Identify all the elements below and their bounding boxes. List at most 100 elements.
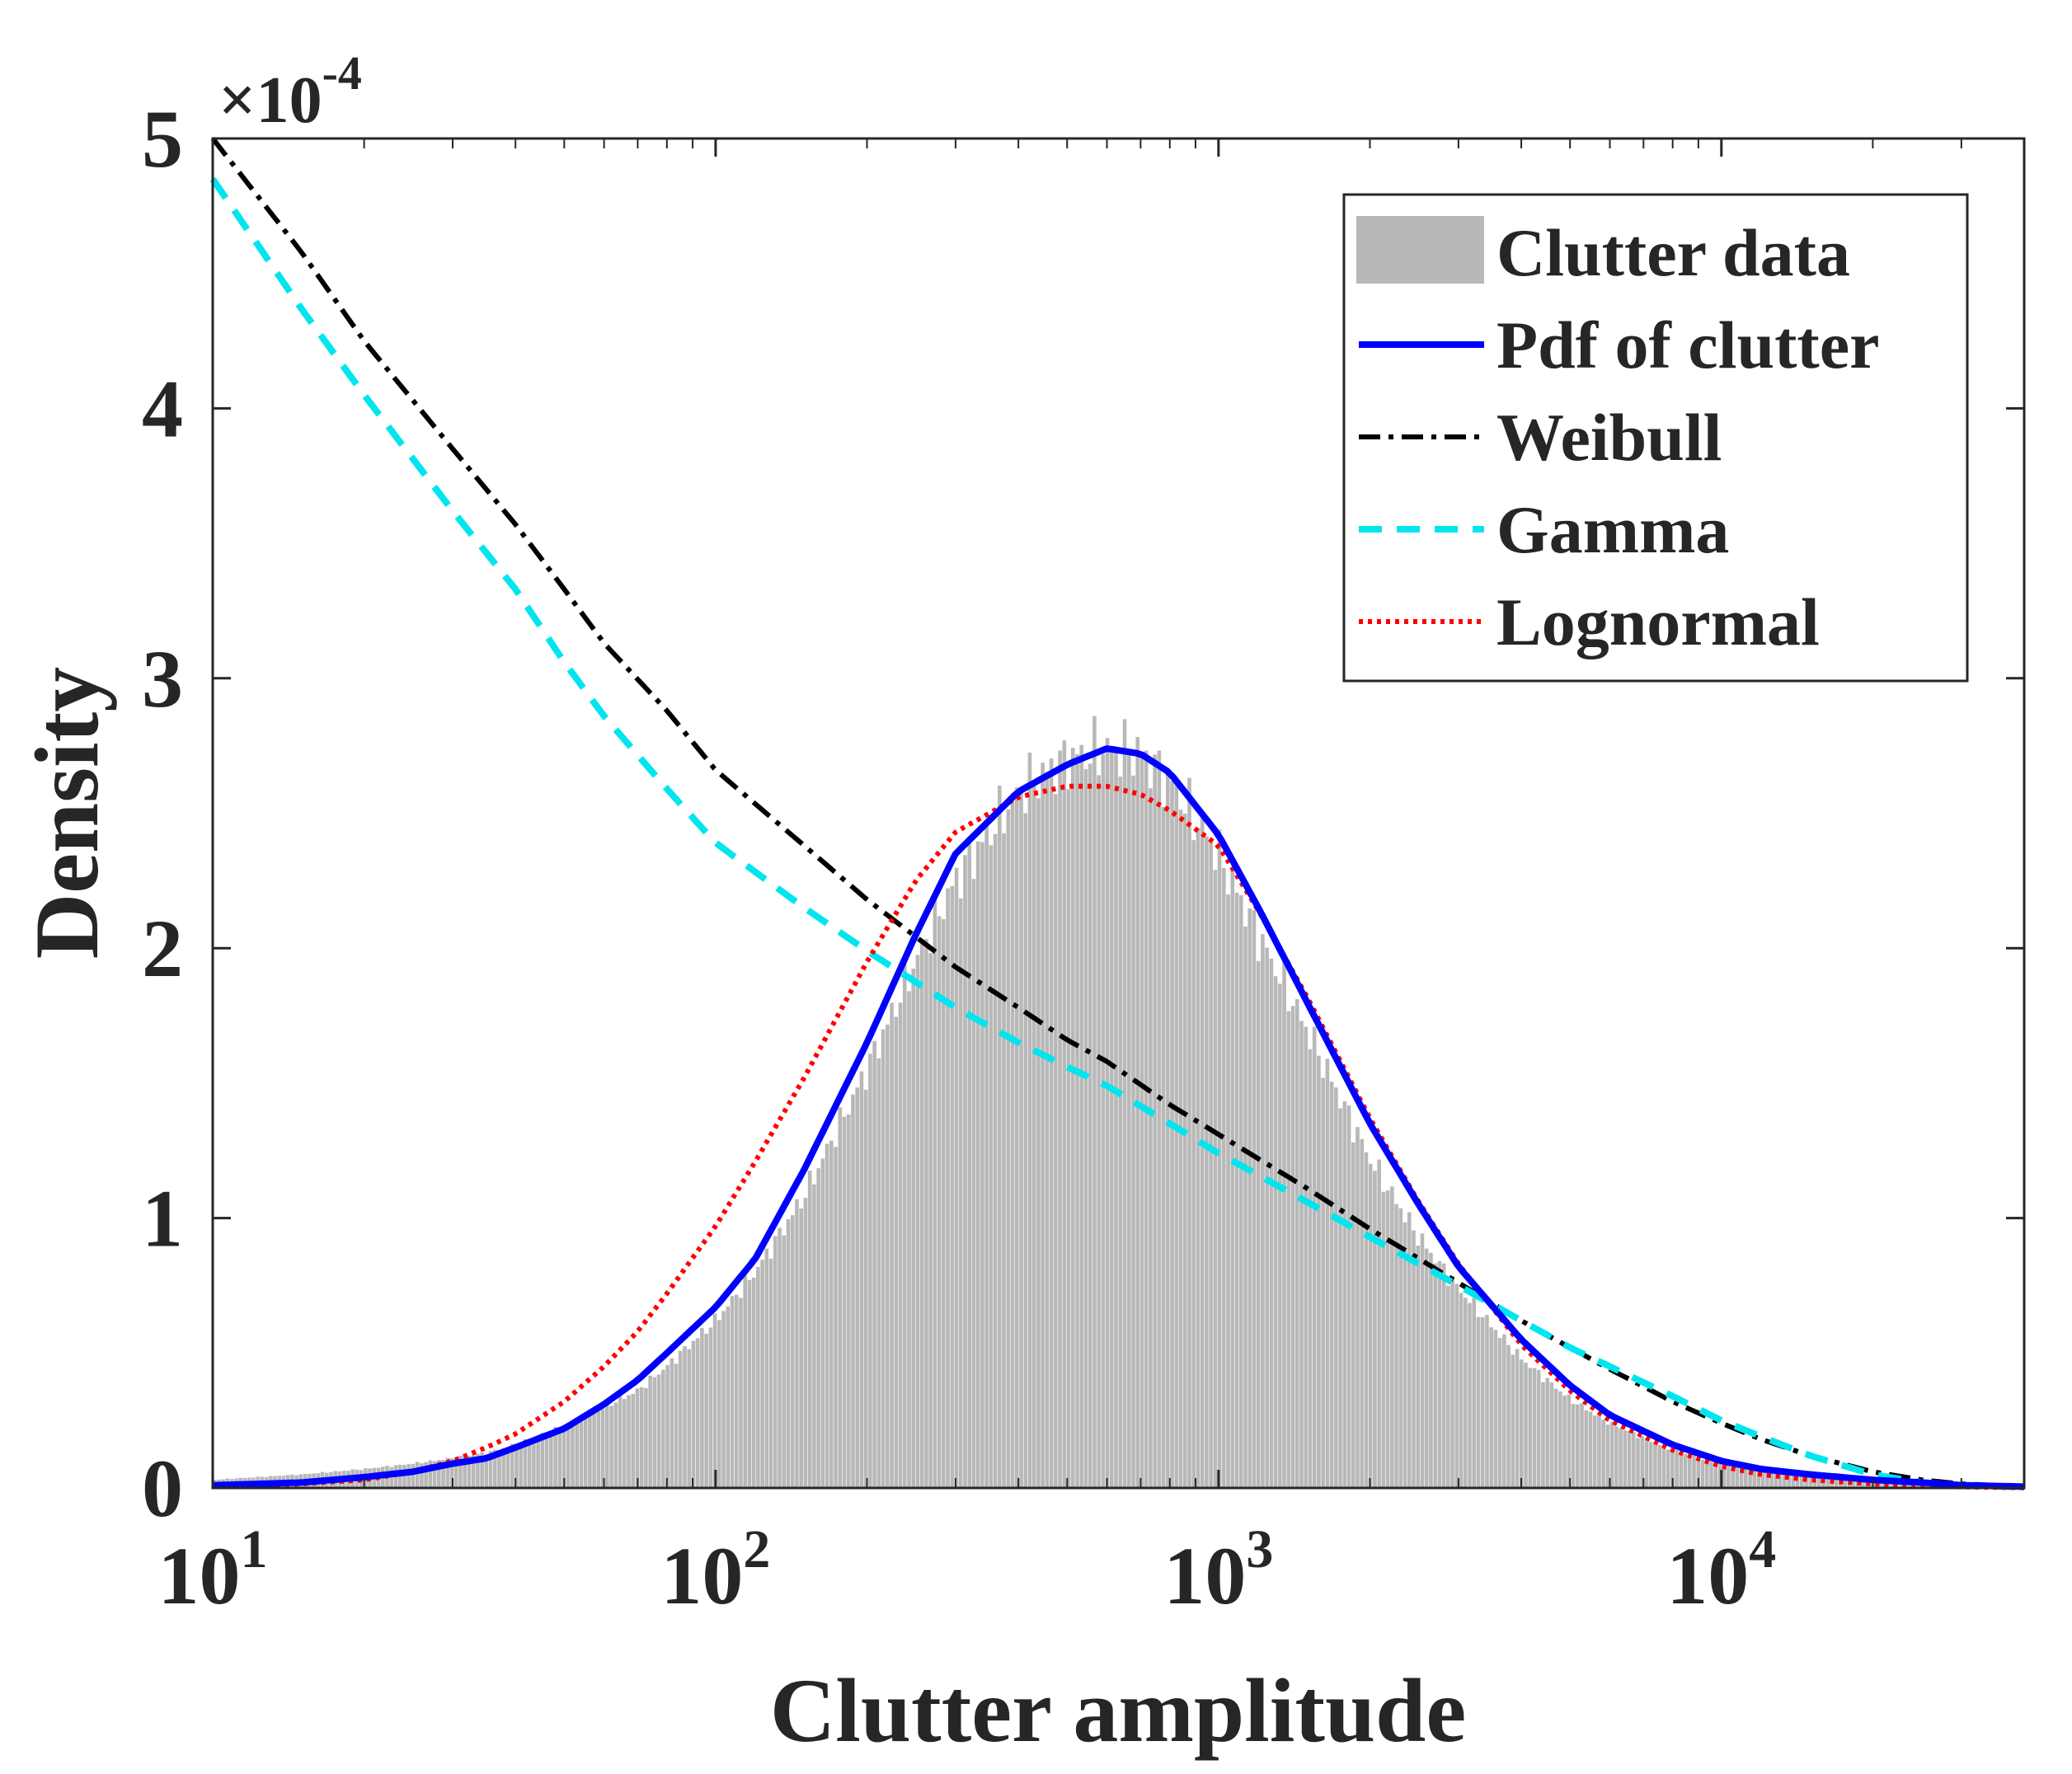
histogram-bar bbox=[1433, 1263, 1437, 1488]
histogram-bar bbox=[1200, 817, 1205, 1488]
histogram-bar bbox=[1735, 1466, 1740, 1488]
histogram-bar bbox=[1294, 999, 1299, 1488]
x-tick-exponent: 1 bbox=[241, 1519, 268, 1579]
histogram-bar bbox=[872, 1040, 876, 1488]
histogram-bar bbox=[1614, 1426, 1619, 1488]
histogram-bar bbox=[1619, 1428, 1623, 1488]
histogram-bar bbox=[743, 1275, 748, 1488]
histogram-bar bbox=[773, 1236, 778, 1488]
histogram-bar bbox=[1256, 960, 1261, 1488]
x-tick-base: 10 bbox=[1666, 1530, 1749, 1621]
histogram-bar bbox=[1571, 1404, 1576, 1488]
histogram-bar bbox=[1170, 781, 1174, 1488]
histogram-bar bbox=[1049, 758, 1054, 1488]
histogram-bar bbox=[579, 1420, 584, 1488]
histogram-bar bbox=[1778, 1473, 1783, 1488]
histogram-bar bbox=[1480, 1316, 1485, 1488]
histogram-bar bbox=[1808, 1477, 1813, 1488]
histogram-bar bbox=[1657, 1444, 1661, 1488]
histogram-bar bbox=[825, 1143, 829, 1488]
histogram-bar bbox=[1321, 1077, 1325, 1488]
x-tick-label: 101 bbox=[158, 1519, 268, 1621]
y-tick-label: 1 bbox=[142, 1173, 183, 1265]
histogram-bar bbox=[467, 1455, 472, 1488]
plot-frame bbox=[211, 137, 2026, 1490]
histogram-bar bbox=[1079, 744, 1084, 1488]
histogram-bar bbox=[1717, 1463, 1722, 1488]
histogram-bar bbox=[859, 1071, 864, 1488]
histogram-bar bbox=[980, 842, 984, 1488]
histogram-bar bbox=[1890, 1483, 1895, 1488]
histogram-bar bbox=[605, 1402, 609, 1488]
histogram-bar bbox=[734, 1294, 739, 1488]
histogram-bar bbox=[1209, 842, 1213, 1488]
histogram-bar bbox=[505, 1447, 510, 1488]
histogram-bar bbox=[1368, 1163, 1373, 1488]
histogram-bar bbox=[1700, 1459, 1705, 1488]
histogram-bar bbox=[609, 1406, 613, 1488]
histogram-bar bbox=[1454, 1284, 1459, 1488]
series-layer bbox=[209, 137, 2025, 1490]
histogram-bar bbox=[967, 843, 972, 1488]
histogram-bar bbox=[937, 916, 942, 1488]
histogram-bar bbox=[700, 1328, 704, 1488]
histogram-bar bbox=[1441, 1263, 1446, 1488]
histogram-bar bbox=[1567, 1394, 1572, 1488]
histogram-bar bbox=[886, 1024, 890, 1488]
histogram-bar bbox=[449, 1458, 454, 1488]
histogram-bar bbox=[1519, 1359, 1524, 1488]
histogram-bar bbox=[942, 919, 946, 1488]
histogram-bar bbox=[876, 1058, 881, 1488]
histogram-bar bbox=[432, 1461, 437, 1488]
histogram-bar bbox=[1731, 1467, 1735, 1488]
histogram-bar bbox=[1437, 1260, 1442, 1488]
histogram-bar bbox=[1834, 1479, 1839, 1488]
histogram-bar bbox=[954, 867, 959, 1488]
histogram-bar bbox=[1872, 1482, 1877, 1488]
histogram-bar bbox=[1360, 1138, 1365, 1488]
histogram-bar bbox=[1351, 1142, 1355, 1488]
histogram-bar bbox=[1605, 1424, 1610, 1488]
histogram-bar bbox=[1416, 1246, 1421, 1488]
histogram-bar bbox=[1329, 1082, 1334, 1488]
histogram-bar bbox=[1312, 1026, 1317, 1488]
histogram-bar bbox=[1166, 767, 1170, 1488]
histogram-bar bbox=[717, 1320, 721, 1488]
histogram-bar bbox=[1196, 828, 1200, 1488]
histogram-bar bbox=[1704, 1458, 1709, 1488]
histogram-bar bbox=[730, 1296, 735, 1488]
y-multiplier-base: ×10 bbox=[218, 64, 322, 137]
histogram-bar bbox=[1131, 775, 1135, 1488]
histogram-bar bbox=[838, 1107, 843, 1488]
histogram-bar bbox=[747, 1279, 752, 1488]
histogram-bar bbox=[1342, 1101, 1347, 1488]
histogram-bar bbox=[420, 1463, 424, 1488]
legend-swatch-histogram bbox=[1356, 216, 1484, 284]
histogram-bar bbox=[1882, 1483, 1886, 1488]
y-tick-label: 4 bbox=[142, 363, 183, 454]
histogram-bar bbox=[1648, 1441, 1653, 1488]
histogram-bar bbox=[1161, 806, 1166, 1488]
histogram-bar bbox=[1532, 1368, 1537, 1488]
histogram-bar bbox=[1122, 719, 1127, 1488]
histogram-bar bbox=[1592, 1415, 1597, 1488]
legend-label-lognormal: Lognormal bbox=[1496, 584, 1820, 659]
histogram-bar bbox=[488, 1451, 493, 1488]
histogram-bar bbox=[656, 1374, 661, 1488]
y-tick-label: 2 bbox=[142, 903, 183, 994]
histogram-bar bbox=[816, 1168, 820, 1488]
histogram-bar bbox=[1446, 1285, 1450, 1488]
histogram-bar bbox=[898, 1002, 903, 1488]
histogram-bar bbox=[1769, 1472, 1774, 1488]
histogram-bar bbox=[1868, 1482, 1873, 1488]
series-line-lognormal bbox=[212, 783, 2025, 1490]
histogram-bar bbox=[1506, 1345, 1511, 1488]
histogram-bar bbox=[1205, 836, 1209, 1488]
histogram-bar bbox=[1795, 1476, 1800, 1488]
histogram-bar bbox=[1355, 1127, 1360, 1488]
histogram-bar bbox=[1687, 1455, 1692, 1488]
histogram-bar bbox=[795, 1199, 799, 1488]
histogram-bar bbox=[1588, 1411, 1593, 1488]
histogram-bar bbox=[1774, 1473, 1778, 1488]
histogram-bar bbox=[1924, 1485, 1929, 1488]
